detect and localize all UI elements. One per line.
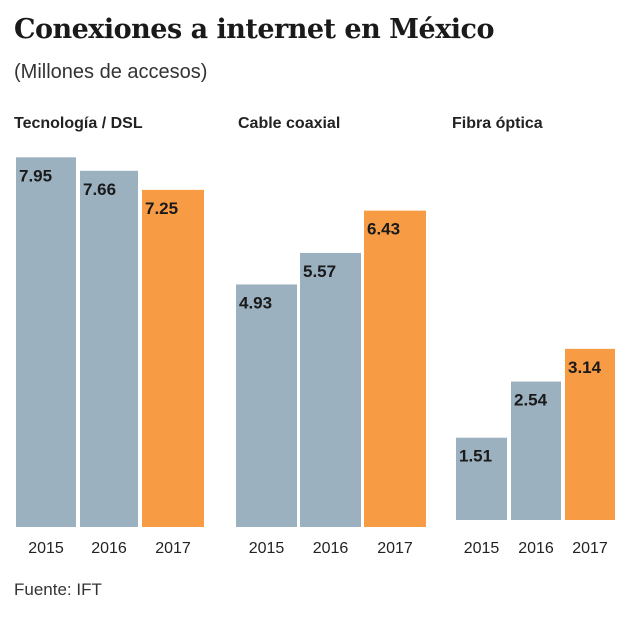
x-tick-label: 2016 xyxy=(313,540,349,557)
x-tick-label: 2016 xyxy=(518,540,554,557)
bar-2017 xyxy=(364,210,426,528)
value-label: 7.66 xyxy=(83,180,116,199)
x-tick-label: 2015 xyxy=(464,540,500,557)
x-tick-label: 2015 xyxy=(28,540,64,557)
value-label: 1.51 xyxy=(459,447,492,466)
x-tick-label: 2015 xyxy=(249,540,285,557)
bar-2016 xyxy=(511,381,561,520)
value-label: 7.95 xyxy=(19,166,52,185)
x-tick-label: 2016 xyxy=(91,540,127,557)
bar-2016 xyxy=(300,252,361,527)
panel-title-cable: Cable coaxial xyxy=(238,115,341,132)
bar-2015 xyxy=(236,284,297,527)
source-note: Fuente: IFT xyxy=(14,580,102,599)
bar-2015 xyxy=(456,437,507,520)
chart-title: Conexiones a internet en México xyxy=(14,14,495,45)
value-label: 7.25 xyxy=(145,199,178,218)
chart-subtitle: (Millones de accesos) xyxy=(14,61,208,83)
value-label: 5.57 xyxy=(303,262,336,281)
panel-title-dsl: Tecnología / DSL xyxy=(14,115,143,132)
bar-2017 xyxy=(565,348,615,520)
value-label: 3.14 xyxy=(568,358,602,377)
panel-title-fibra: Fibra óptica xyxy=(452,115,543,132)
value-label: 2.54 xyxy=(514,391,548,410)
value-label: 6.43 xyxy=(367,220,400,239)
bar-2017 xyxy=(142,189,204,527)
value-label: 4.93 xyxy=(239,293,272,312)
bar-2016 xyxy=(80,170,138,527)
x-tick-label: 2017 xyxy=(572,540,608,557)
bar-2015 xyxy=(16,157,76,527)
x-tick-label: 2017 xyxy=(377,540,413,557)
x-tick-label: 2017 xyxy=(155,540,191,557)
